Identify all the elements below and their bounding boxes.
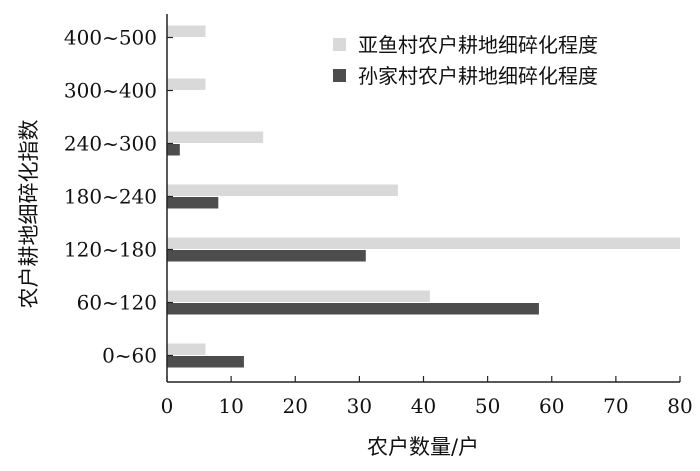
legend-swatch-0 [333,38,346,51]
x-axis-title: 农户数量/户 [367,435,479,459]
y-tick-label-4: 240~300 [64,132,157,156]
x-tick-label-8: 80 [667,394,692,418]
x-tick-label-0: 0 [161,394,174,418]
bar-series0-4 [167,131,264,143]
bar-series1-4 [167,144,180,156]
x-tick-label-2: 20 [283,394,308,418]
bars-group [167,25,680,368]
bar-series0-2 [167,237,680,249]
legend-label-0: 亚鱼村农户耕地细碎化程度 [358,33,598,57]
bar-series1-2 [167,250,366,262]
bar-series0-0 [167,343,206,355]
ticks-group: 0~60 60~120 120~180 180~240 240~300 300~400 40… [64,26,693,419]
bar-series1-0 [167,356,244,368]
bar-series0-6 [167,25,206,37]
y-tick-label-6: 400~500 [64,26,157,50]
legend-label-1: 孙家村农户耕地细碎化程度 [358,64,598,88]
x-tick-label-4: 40 [411,394,436,418]
legend-swatch-1 [333,69,346,82]
x-tick-label-7: 70 [603,394,628,418]
legend: 亚鱼村农户耕地细碎化程度 孙家村农户耕地细碎化程度 [333,33,598,88]
bar-series0-3 [167,184,398,196]
bar-series0-5 [167,78,206,90]
x-tick-label-6: 60 [539,394,564,418]
y-tick-label-3: 180~240 [64,185,157,209]
bar-series1-3 [167,197,219,209]
x-tick-label-3: 30 [347,394,372,418]
y-tick-label-5: 300~400 [64,79,157,103]
y-axis-title: 农户耕地细碎化指数 [17,120,41,309]
y-tick-label-1: 60~120 [77,291,157,315]
x-tick-label-5: 50 [475,394,500,418]
bar-series1-1 [167,303,539,315]
y-tick-label-0: 0~60 [102,344,157,368]
bar-series0-1 [167,290,430,302]
y-tick-label-2: 120~180 [64,238,157,262]
x-tick-label-1: 10 [218,394,243,418]
